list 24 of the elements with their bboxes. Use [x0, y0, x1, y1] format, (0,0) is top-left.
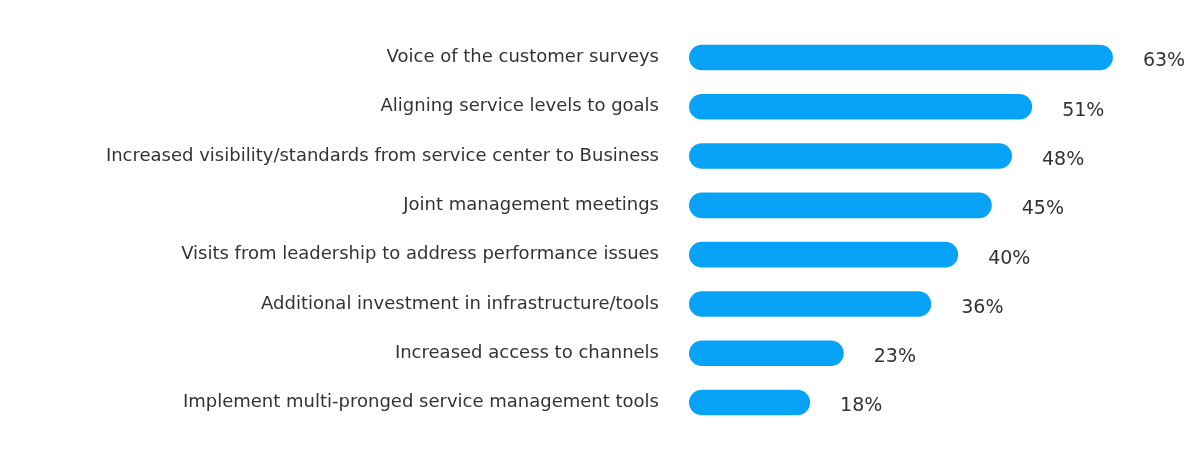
data-label: 18%: [840, 393, 883, 416]
y-tick-label: Implement multi-pronged service management tools: [182, 390, 659, 412]
bar: [689, 143, 1012, 169]
data-label: 23%: [873, 344, 916, 367]
data-label: 45%: [1021, 196, 1065, 219]
y-tick-label: Increased access to channels: [394, 340, 659, 362]
bar: [689, 340, 844, 367]
bar: [689, 192, 992, 219]
bar: [689, 291, 932, 317]
y-tick-label: Voice of the customer surveys: [386, 45, 659, 67]
data-label: 40%: [988, 245, 1031, 268]
y-tick-label: Visits from leadership to address performance issues: [181, 242, 659, 264]
bar: [689, 389, 811, 416]
y-tick-label: Aligning service levels to goals: [380, 94, 659, 116]
bar: [689, 93, 1033, 120]
bar: [689, 241, 959, 268]
y-tick-label: Joint management meetings: [402, 193, 659, 215]
data-label: 63%: [1142, 48, 1186, 71]
data-label: 48%: [1041, 146, 1085, 169]
y-tick-label: Increased visibility/standards from service center to Business: [105, 143, 659, 165]
data-label: 51%: [1062, 97, 1105, 120]
y-tick-label: Additional investment in infrastructure/tools: [261, 291, 659, 313]
data-label: 36%: [961, 294, 1004, 317]
bar: [689, 44, 1113, 71]
